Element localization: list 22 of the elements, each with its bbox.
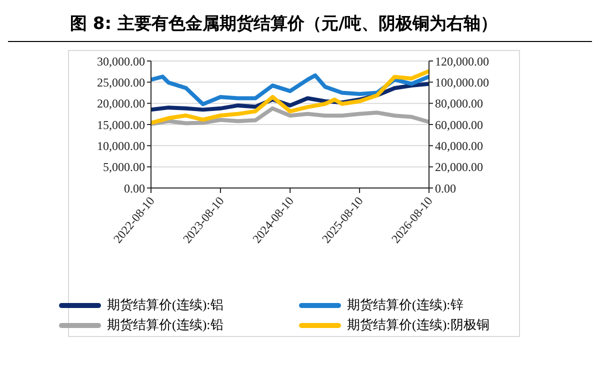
- y-tick-label: 10,000.00: [97, 138, 145, 153]
- chart-title: 图 8: 主要有色金属期货结算价（元/吨、阴极铜为右轴）: [8, 8, 592, 42]
- y-tick-label: 20,000.00: [97, 96, 145, 111]
- line-series: [151, 69, 429, 125]
- legend-label: 期货结算价(连续):铝: [107, 296, 224, 314]
- legend-label: 期货结算价(连续):阴极铜: [347, 316, 490, 334]
- line-series: [151, 106, 429, 126]
- y2-tick-label: 80,000.00: [435, 96, 483, 111]
- y-tick-label: 5,000.00: [103, 160, 145, 174]
- y-tick-label: 30,000.00: [97, 54, 145, 68]
- legend-label: 期货结算价(连续):锌: [347, 296, 464, 314]
- y2-tick-label: 100,000.00: [435, 75, 489, 90]
- legend-label: 期货结算价(连续):铅: [107, 316, 224, 334]
- y2-tick-label: 20,000.00: [435, 160, 483, 174]
- y2-tick-label: 60,000.00: [435, 118, 483, 132]
- y-tick-label: 15,000.00: [97, 118, 145, 132]
- y-tick-label: 0.00: [124, 181, 145, 196]
- y-tick-label: 25,000.00: [97, 75, 145, 90]
- line-series: [151, 73, 429, 106]
- y2-tick-label: 40,000.00: [435, 138, 483, 153]
- y2-tick-label: 0.00: [435, 181, 456, 196]
- y2-tick-label: 120,000.00: [435, 54, 489, 68]
